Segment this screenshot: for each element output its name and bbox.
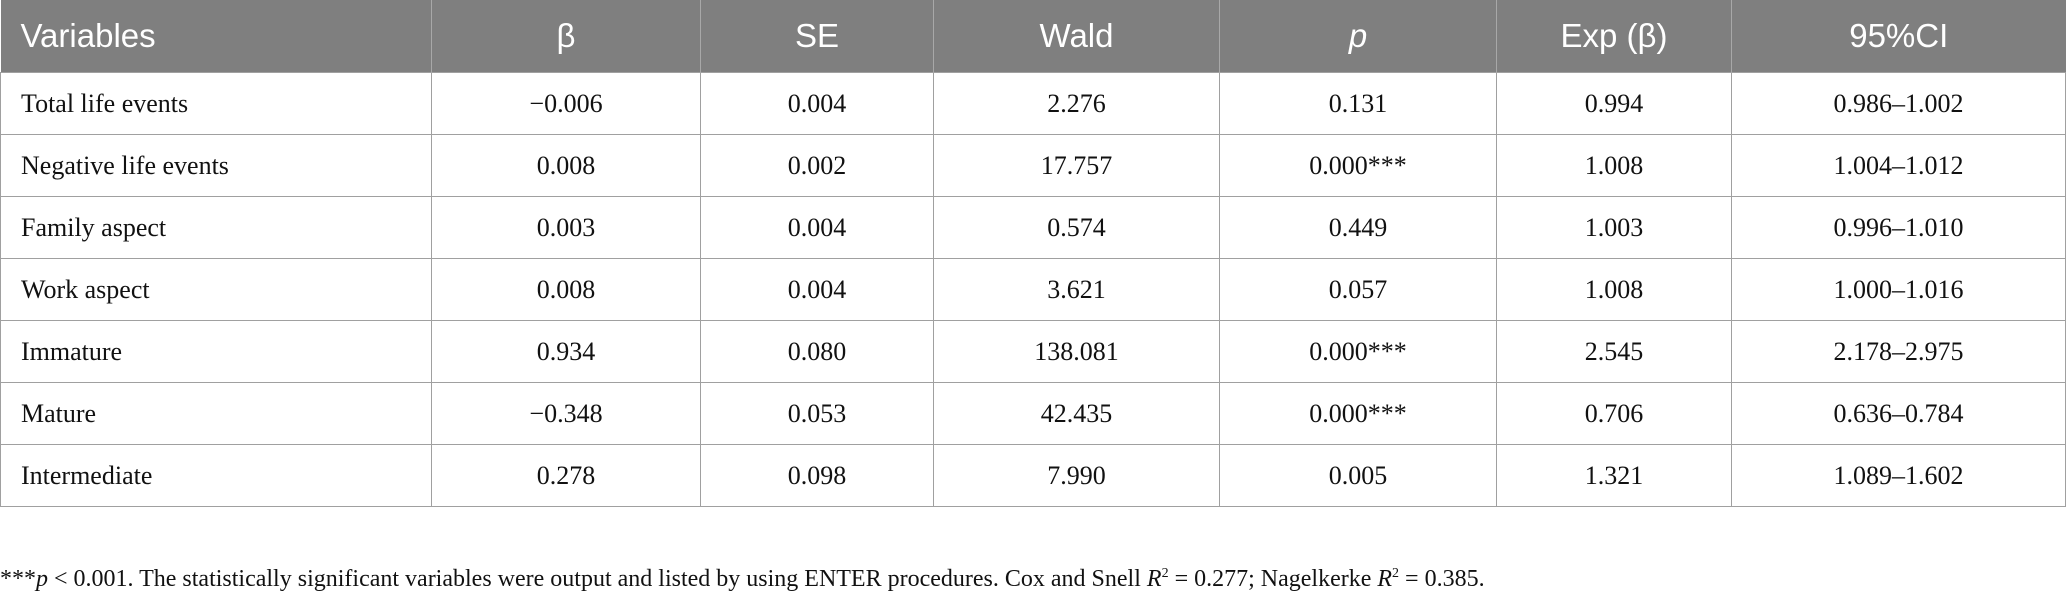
cell-beta: 0.008 (431, 134, 701, 197)
cell-p: 0.057 (1219, 258, 1497, 321)
cell-wald: 2.276 (933, 72, 1220, 135)
header-p: p (1219, 0, 1497, 73)
cell-ci: 1.000–1.016 (1731, 258, 2066, 321)
cell-se: 0.004 (700, 196, 934, 259)
cell-wald: 7.990 (933, 444, 1220, 507)
footnote-r-symbol-cox: R (1146, 566, 1162, 592)
row-label: Negative life events (0, 134, 432, 197)
row-label: Immature (0, 320, 432, 383)
footnote-p-text: < 0.001. The statistically significant v… (48, 566, 1147, 592)
cell-wald: 42.435 (933, 382, 1220, 445)
cell-exp-beta: 1.008 (1496, 134, 1732, 197)
cell-se: 0.004 (700, 72, 934, 135)
cell-ci: 0.996–1.010 (1731, 196, 2066, 259)
table-row: Intermediate 0.278 0.098 7.990 0.005 1.3… (0, 444, 2066, 507)
cell-wald: 138.081 (933, 320, 1220, 383)
table-row: Negative life events 0.008 0.002 17.757 … (0, 134, 2066, 197)
cell-ci: 1.089–1.602 (1731, 444, 2066, 507)
cell-wald: 0.574 (933, 196, 1220, 259)
cell-exp-beta: 0.994 (1496, 72, 1732, 135)
header-wald: Wald (933, 0, 1220, 73)
cell-exp-beta: 1.321 (1496, 444, 1732, 507)
row-label: Intermediate (0, 444, 432, 507)
cell-p: 0.000*** (1219, 134, 1497, 197)
cell-wald: 17.757 (933, 134, 1220, 197)
header-beta: β (431, 0, 701, 73)
cell-p: 0.005 (1219, 444, 1497, 507)
table-row: Family aspect 0.003 0.004 0.574 0.449 1.… (0, 196, 2066, 259)
cell-se: 0.080 (700, 320, 934, 383)
cell-ci: 2.178–2.975 (1731, 320, 2066, 383)
table-row: Total life events −0.006 0.004 2.276 0.1… (0, 72, 2066, 135)
cell-wald: 3.621 (933, 258, 1220, 321)
header-se: SE (700, 0, 934, 73)
cell-se: 0.004 (700, 258, 934, 321)
table-row: Work aspect 0.008 0.004 3.621 0.057 1.00… (0, 258, 2066, 321)
footnote-stars: *** (0, 566, 36, 592)
cell-exp-beta: 1.008 (1496, 258, 1732, 321)
cell-p: 0.000*** (1219, 382, 1497, 445)
table-row: Immature 0.934 0.080 138.081 0.000*** 2.… (0, 320, 2066, 383)
cell-ci: 0.986–1.002 (1731, 72, 2066, 135)
table-footnote: ***p < 0.001. The statistically signific… (0, 566, 1485, 593)
header-ci: 95%CI (1731, 0, 2066, 73)
cell-exp-beta: 1.003 (1496, 196, 1732, 259)
cell-beta: 0.934 (431, 320, 701, 383)
footnote-superscript-cox: 2 (1161, 566, 1169, 581)
cell-se: 0.053 (700, 382, 934, 445)
results-table: Variables β SE Wald p Exp (β) 95%CI Tota… (0, 0, 2066, 507)
cell-beta: −0.006 (431, 72, 701, 135)
cell-beta: −0.348 (431, 382, 701, 445)
cell-ci: 0.636–0.784 (1731, 382, 2066, 445)
table-row: Mature −0.348 0.053 42.435 0.000*** 0.70… (0, 382, 2066, 445)
cell-ci: 1.004–1.012 (1731, 134, 2066, 197)
footnote-r-symbol-nagelkerke: R (1377, 566, 1393, 592)
row-label: Total life events (0, 72, 432, 135)
cell-beta: 0.278 (431, 444, 701, 507)
footnote-p-symbol: p (36, 566, 48, 592)
cell-se: 0.098 (700, 444, 934, 507)
cell-beta: 0.003 (431, 196, 701, 259)
footnote-superscript-nagelkerke: 2 (1392, 566, 1400, 581)
cell-exp-beta: 2.545 (1496, 320, 1732, 383)
cell-se: 0.002 (700, 134, 934, 197)
cell-p: 0.131 (1219, 72, 1497, 135)
header-variables: Variables (0, 0, 432, 73)
row-label: Work aspect (0, 258, 432, 321)
cell-beta: 0.008 (431, 258, 701, 321)
cell-p: 0.000*** (1219, 320, 1497, 383)
footnote-nagelkerke-value: = 0.385. (1399, 566, 1485, 592)
cell-p: 0.449 (1219, 196, 1497, 259)
cell-exp-beta: 0.706 (1496, 382, 1732, 445)
row-label: Mature (0, 382, 432, 445)
row-label: Family aspect (0, 196, 432, 259)
header-exp-beta: Exp (β) (1496, 0, 1732, 73)
footnote-cox-value: = 0.277; Nagelkerke (1168, 566, 1378, 592)
header-row: Variables β SE Wald p Exp (β) 95%CI (0, 0, 2066, 73)
